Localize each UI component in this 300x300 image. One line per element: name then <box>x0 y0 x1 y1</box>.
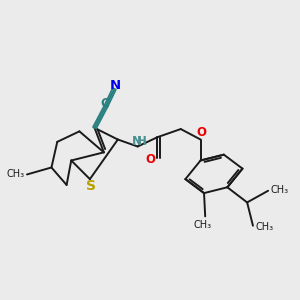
Text: CH₃: CH₃ <box>194 220 212 230</box>
Text: CH₃: CH₃ <box>7 169 25 179</box>
Text: N: N <box>110 79 121 92</box>
Text: CH₃: CH₃ <box>256 222 274 232</box>
Text: C: C <box>101 97 110 110</box>
Text: O: O <box>196 127 206 140</box>
Text: O: O <box>146 153 155 166</box>
Text: S: S <box>86 178 96 193</box>
Text: CH₃: CH₃ <box>271 184 289 195</box>
Text: N: N <box>131 135 142 148</box>
Text: H: H <box>137 135 147 148</box>
